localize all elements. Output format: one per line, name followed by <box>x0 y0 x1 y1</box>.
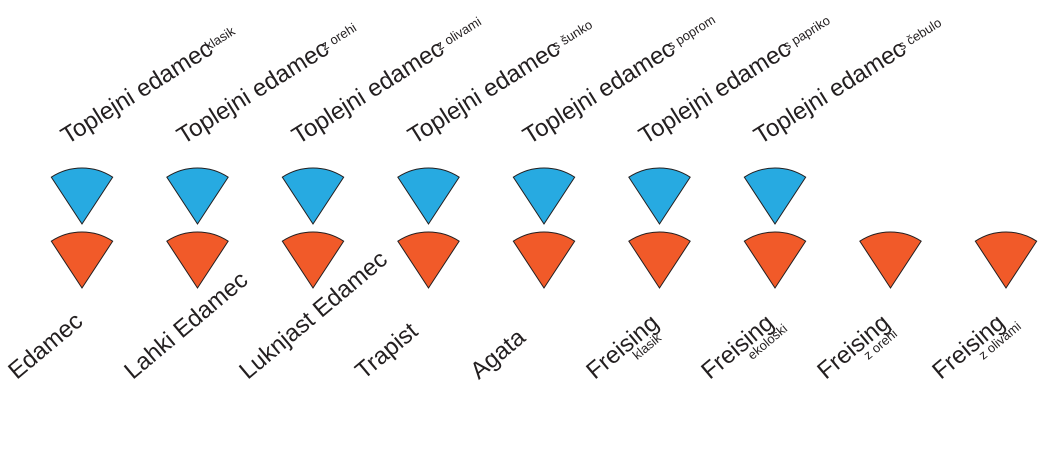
bottom-cheese-wedge <box>281 231 345 289</box>
bottom-cheese-wedge <box>743 231 807 289</box>
bottom-cheese-wedge <box>166 231 229 289</box>
bottom-cheese-wedge <box>974 231 1038 289</box>
top-cheese-wedge <box>512 167 576 225</box>
top-cheese-wedge <box>397 167 460 225</box>
top-cheese-wedge <box>743 167 807 225</box>
bottom-cheese-wedge <box>859 231 922 289</box>
bottom-cheese-wedge <box>397 231 460 289</box>
top-cheese-wedge <box>166 167 229 225</box>
bottom-cheese-wedge <box>512 231 576 289</box>
top-cheese-wedge <box>50 167 114 225</box>
top-cheese-wedge <box>281 167 345 225</box>
bottom-cheese-wedge <box>628 231 691 289</box>
top-cheese-wedge <box>628 167 691 225</box>
bottom-cheese-wedge <box>50 231 114 289</box>
